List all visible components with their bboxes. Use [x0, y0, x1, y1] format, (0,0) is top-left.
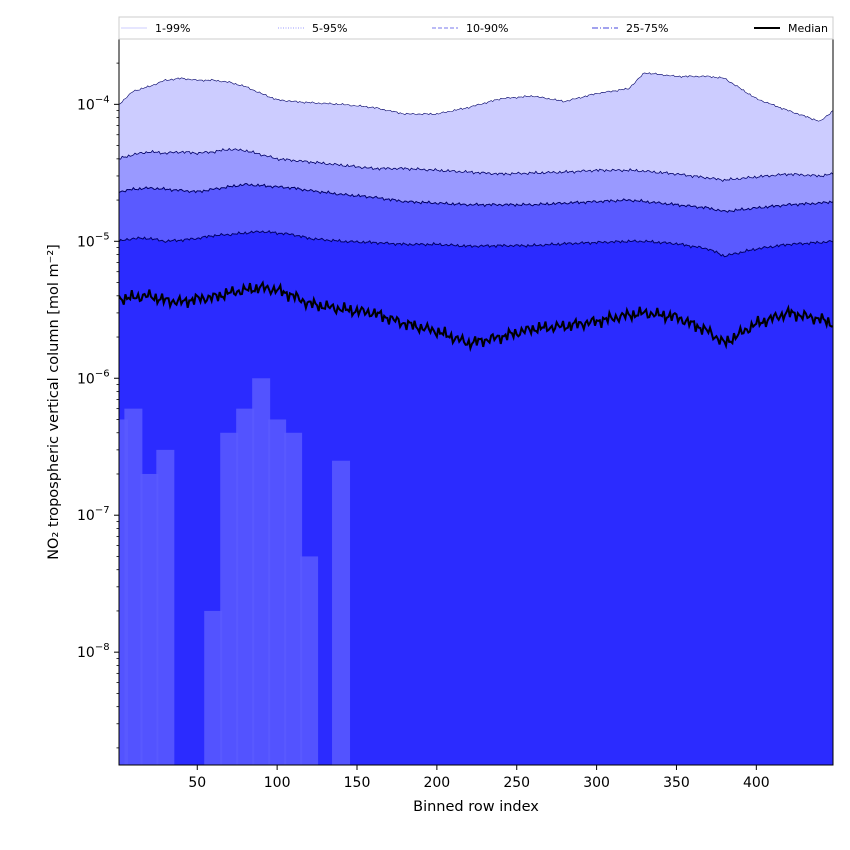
low-percentile-spike	[268, 419, 287, 765]
low-percentile-spike	[220, 432, 239, 765]
line-p75	[119, 229, 833, 258]
x-axis: 50 100 150 200 250 300 350 400	[188, 765, 770, 791]
y-axis: 10−8 10−7 10−6 10−5 10−4	[77, 62, 119, 749]
low-percentile-spike	[332, 460, 351, 765]
x-tick-label: 50	[188, 775, 206, 791]
legend-label: 5-95%	[312, 22, 347, 35]
line-p99	[119, 72, 833, 122]
x-tick-label: 200	[423, 775, 450, 791]
x-tick-label: 300	[583, 775, 610, 791]
low-percentile-spike	[300, 556, 319, 765]
median-line	[119, 280, 833, 353]
low-percentile-spike	[284, 432, 303, 765]
x-tick-label: 400	[743, 775, 770, 791]
y-axis-label: NO₂ tropospheric vertical column [mol m⁻…	[46, 244, 62, 560]
x-tick-label: 250	[503, 775, 530, 791]
low-percentile-spike	[119, 419, 128, 765]
x-axis-label: Binned row index	[413, 799, 539, 815]
percentile-bands	[119, 72, 833, 765]
line-p90	[119, 183, 833, 213]
low-percentile-spike	[140, 473, 159, 765]
legend-label: 10-90%	[466, 22, 508, 35]
x-tick-label: 150	[344, 775, 371, 791]
legend-label: 1-99%	[155, 22, 190, 35]
low-percentile-spike	[124, 408, 143, 765]
line-p95	[119, 147, 833, 183]
low-percentile-spike	[252, 378, 271, 765]
y-tick-label: 10−6	[77, 368, 110, 387]
y-tick-label: 10−5	[77, 231, 110, 250]
legend-label: 25-75%	[626, 22, 668, 35]
legend: 1-99% 5-95% 10-90% 25-75% Median	[118, 16, 834, 40]
low-percentile-spike	[236, 408, 255, 765]
legend-label: Median	[788, 22, 828, 35]
x-tick-label: 100	[264, 775, 291, 791]
median-layer	[119, 280, 833, 353]
low-percentile-spike	[204, 610, 223, 765]
y-tick-label: 10−8	[77, 642, 110, 661]
low-percentile-spike	[156, 449, 175, 765]
y-tick-label: 10−4	[77, 94, 110, 113]
x-tick-label: 350	[663, 775, 690, 791]
legend-box	[118, 16, 834, 40]
y-tick-label: 10−7	[77, 505, 110, 524]
